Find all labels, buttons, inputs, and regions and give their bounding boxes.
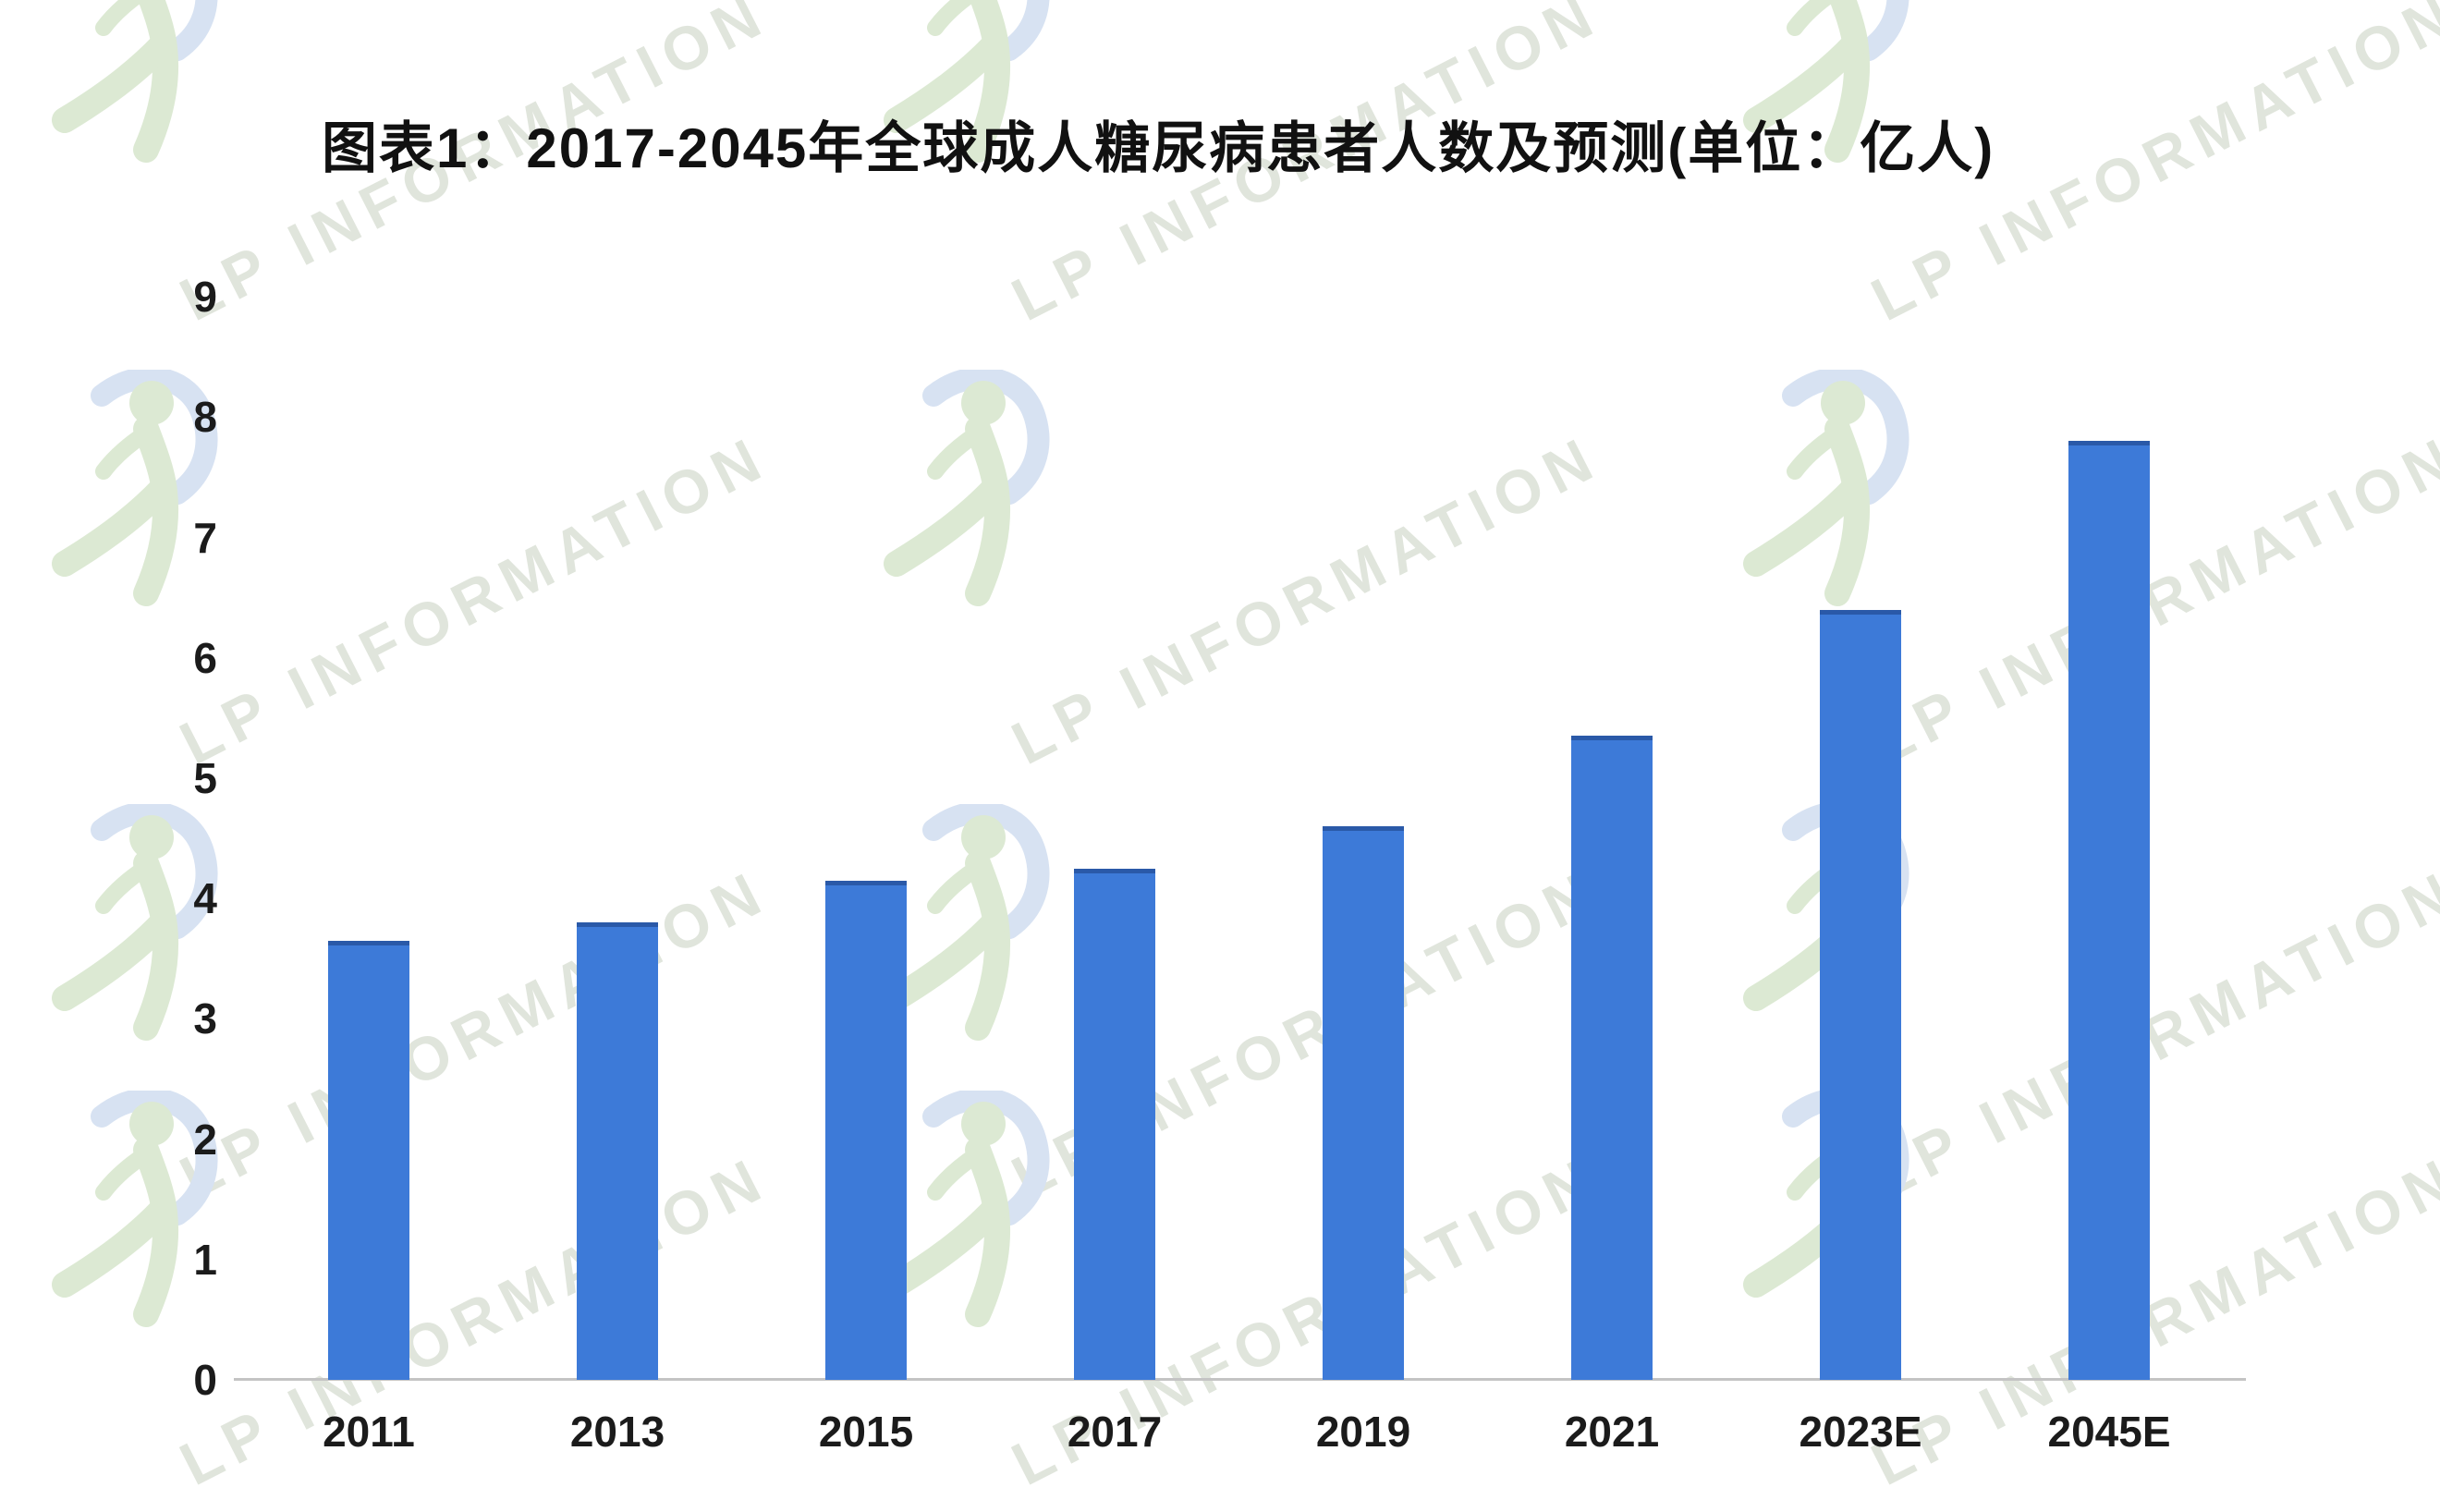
bar-2021	[1571, 736, 1653, 1380]
bar-2045E	[2068, 441, 2150, 1380]
x-tick-label-2023E: 2023E	[1799, 1408, 1922, 1456]
y-tick-label: 3	[193, 994, 217, 1043]
y-tick-label: 6	[193, 633, 217, 682]
x-tick-label-2021: 2021	[1564, 1408, 1660, 1456]
x-tick-label-2015: 2015	[818, 1408, 914, 1456]
x-tick-label-2011: 2011	[323, 1408, 415, 1456]
y-tick-label: 2	[193, 1115, 217, 1164]
bar-2013	[577, 922, 658, 1380]
x-tick-label-2013: 2013	[569, 1408, 665, 1456]
x-tick-label-2045E: 2045E	[2047, 1408, 2171, 1456]
y-tick-label: 9	[193, 273, 217, 322]
x-tick-label-2019: 2019	[1315, 1408, 1411, 1456]
y-tick-label: 5	[193, 754, 217, 802]
bar-2017	[1074, 869, 1155, 1380]
y-tick-label: 0	[193, 1356, 217, 1404]
y-tick-label: 1	[193, 1235, 217, 1284]
y-tick-label: 8	[193, 393, 217, 442]
x-tick-label-2017: 2017	[1067, 1408, 1163, 1456]
bar-2011	[328, 941, 409, 1380]
bar-2015	[825, 881, 907, 1380]
chart-title: 图表1：2017-2045年全球成人糖尿病患者人数及预测(单位：亿人)	[322, 117, 1995, 179]
y-tick-label: 7	[193, 513, 217, 562]
y-tick-label: 4	[193, 874, 217, 923]
bar-2023E	[1820, 610, 1901, 1380]
x-axis-line	[234, 1378, 2246, 1381]
bar-2019	[1323, 826, 1404, 1380]
